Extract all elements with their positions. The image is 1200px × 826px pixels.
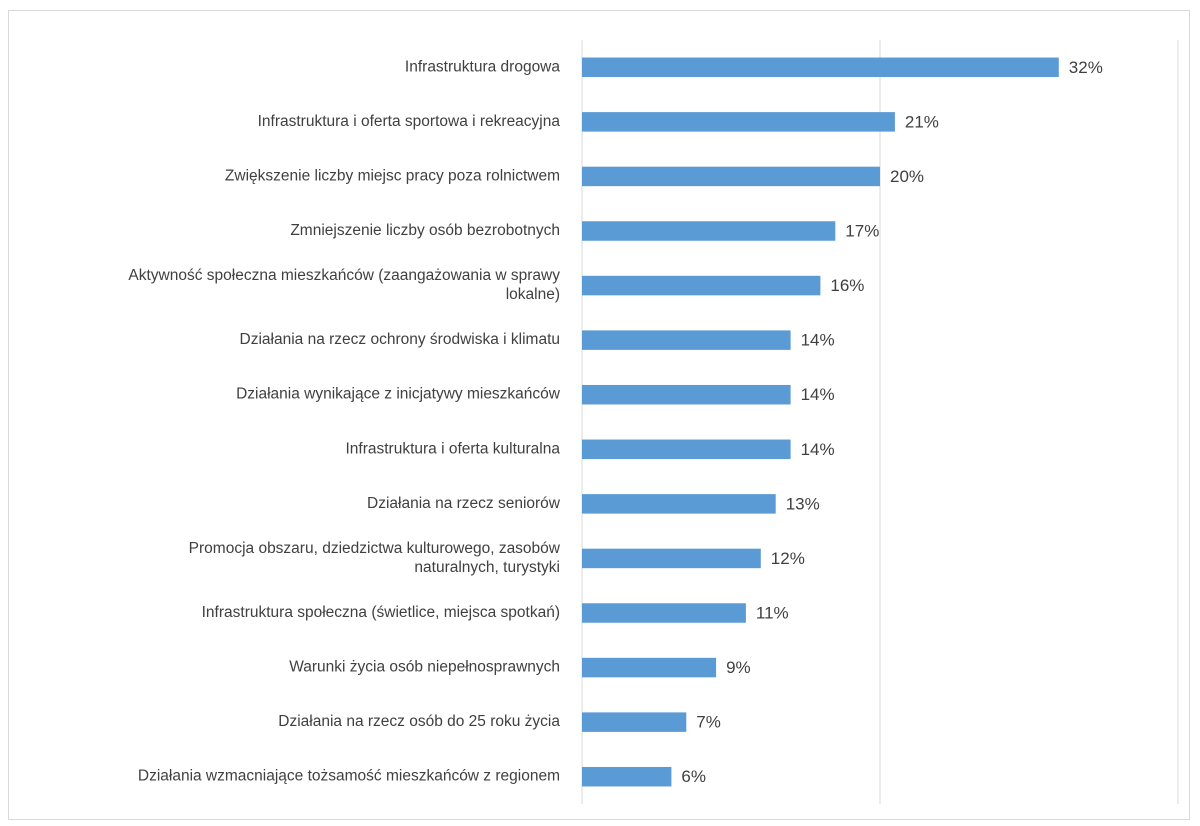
value-labels: 32% 21% 20% 17% 16% 14% 14% 14% 13% 12% 11% 9% 7% 6% <box>681 58 1102 786</box>
value-label: 9% <box>726 658 751 677</box>
value-label: 21% <box>905 112 939 131</box>
bar <box>582 657 717 678</box>
value-label: 14% <box>801 331 835 350</box>
bars <box>582 57 1059 787</box>
category-label: Zwiększenie liczby miejsc pracy poza rol… <box>225 168 560 185</box>
value-label: 13% <box>786 494 820 513</box>
bar <box>582 439 791 460</box>
gridlines <box>581 40 1179 804</box>
bar <box>582 712 687 732</box>
category-label: Aktywność społeczna mieszkańców (zaangaż… <box>128 267 560 303</box>
value-label: 17% <box>845 221 879 240</box>
value-label: 12% <box>771 549 805 568</box>
value-label: 14% <box>801 385 835 404</box>
bar <box>582 384 791 405</box>
bar <box>582 275 821 296</box>
bar <box>582 494 776 514</box>
bar <box>582 766 672 787</box>
category-label: Infrastruktura społeczna (świetlice, mie… <box>202 604 560 621</box>
category-label: Warunki życia osób niepełnosprawnych <box>289 659 560 676</box>
bar <box>582 330 791 350</box>
category-label: Działania na rzecz osób do 25 roku życia <box>278 713 560 730</box>
chart-frame <box>8 10 1190 820</box>
value-label: 11% <box>756 603 789 622</box>
bar <box>582 57 1059 78</box>
value-label: 6% <box>681 767 706 786</box>
value-label: 7% <box>696 713 721 732</box>
category-label: Działania na rzecz ochrony środwiska i k… <box>240 331 560 348</box>
category-label: Promocja obszaru, dziedzictwa kulturoweg… <box>189 540 561 576</box>
value-label: 14% <box>801 440 835 459</box>
bar <box>582 166 880 187</box>
bar <box>582 548 761 569</box>
category-label: Infrastruktura i oferta sportowa i rekre… <box>258 113 561 130</box>
category-label: Infrastruktura drogowa <box>405 58 560 75</box>
bar <box>582 603 746 623</box>
category-label: Działania wzmacniające tożsamość mieszka… <box>138 768 560 785</box>
category-label: Działania wynikające z inicjatywy mieszk… <box>236 386 561 403</box>
value-label: 20% <box>890 167 924 186</box>
category-label: Działania na rzecz seniorów <box>367 495 561 512</box>
value-label: 32% <box>1069 58 1103 77</box>
category-label: Infrastruktura i oferta kulturalna <box>345 440 560 457</box>
bar <box>582 112 895 132</box>
category-labels: Infrastruktura drogowa Infrastruktura i o… <box>128 58 560 784</box>
value-label: 16% <box>830 276 864 295</box>
category-label: Zmniejszenie liczby osób bezrobotnych <box>290 222 560 239</box>
bar <box>582 221 836 241</box>
